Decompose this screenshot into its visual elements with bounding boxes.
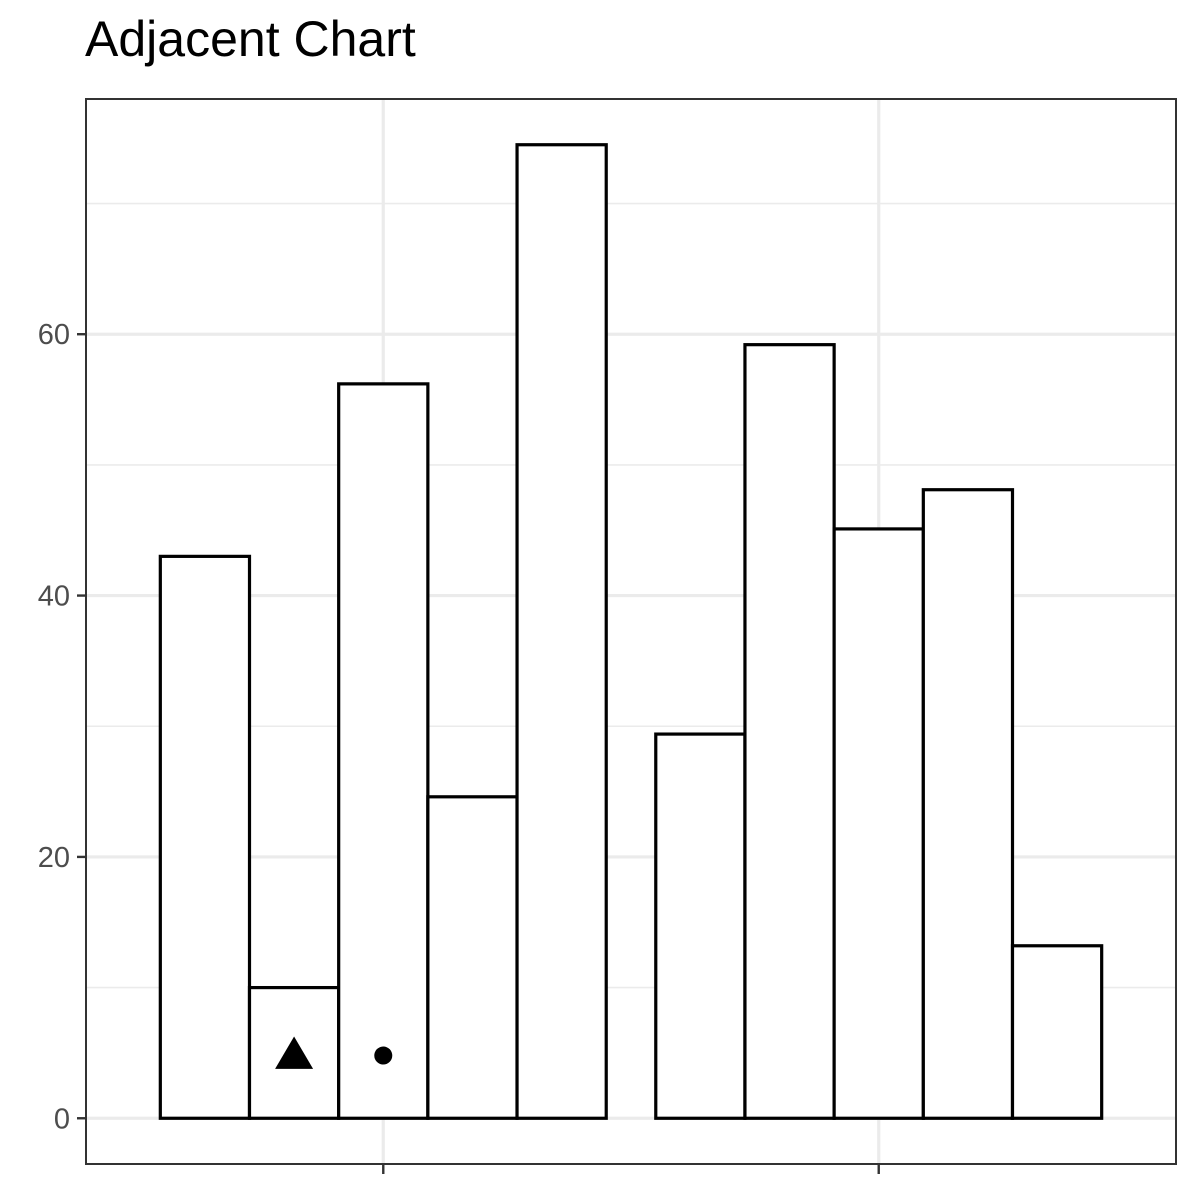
y-tick-label: 40 [38, 581, 70, 613]
bar [832, 527, 925, 1120]
chart-title: Adjacent Chart [85, 11, 416, 67]
bar [158, 554, 252, 1120]
bar [337, 382, 430, 1120]
triangle-marker [275, 1036, 314, 1069]
bar [426, 795, 519, 1120]
bar [921, 488, 1015, 1120]
bar [515, 143, 608, 1120]
axes: 0 20 40 60 [38, 319, 880, 1174]
bars [158, 143, 1104, 1120]
bar [654, 732, 747, 1120]
y-tick-label: 0 [54, 1103, 70, 1135]
markers [275, 1036, 393, 1069]
bar [1010, 944, 1104, 1120]
y-tick-label: 60 [38, 319, 70, 351]
circle-marker [374, 1046, 393, 1065]
y-tick-label: 20 [38, 842, 70, 874]
bar [743, 343, 836, 1120]
panel-border [85, 98, 1177, 1165]
